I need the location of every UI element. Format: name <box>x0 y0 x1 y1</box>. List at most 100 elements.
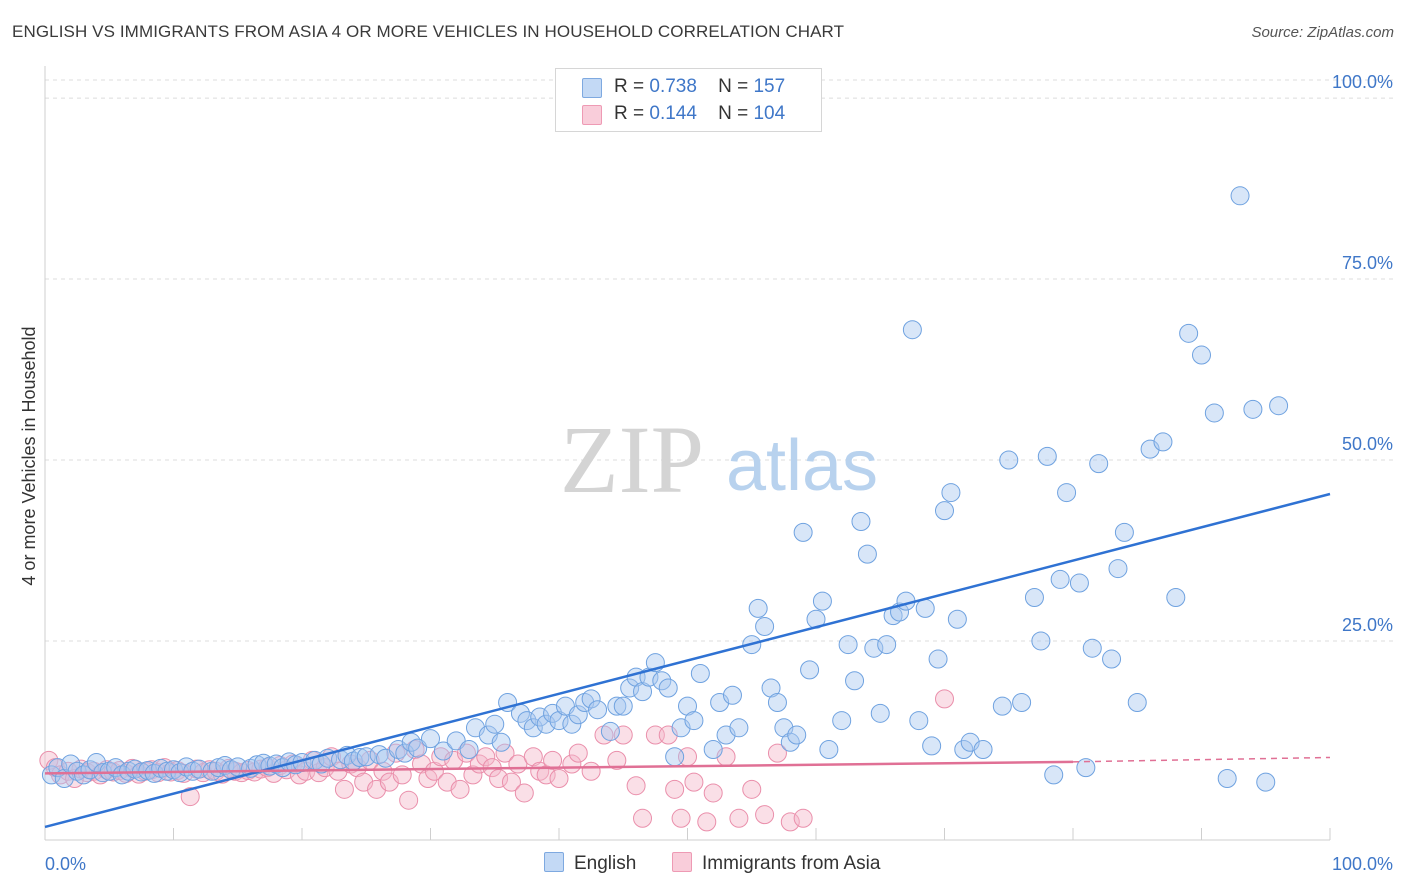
english-point <box>1153 432 1173 452</box>
english-point <box>530 707 550 727</box>
english-point <box>761 678 781 698</box>
asia-point <box>456 743 476 763</box>
english-point <box>433 741 453 761</box>
asia-point <box>793 808 813 828</box>
asia-point <box>729 808 749 828</box>
asia-point <box>568 743 588 763</box>
english-point <box>928 649 948 669</box>
asia-point <box>613 725 633 745</box>
english-point <box>588 700 608 720</box>
y-tick-label: 75.0% <box>1342 253 1393 273</box>
english-point <box>992 696 1012 716</box>
english-point <box>652 671 672 691</box>
english-point <box>999 450 1019 470</box>
asia-point <box>607 750 627 770</box>
english-point <box>1217 768 1237 788</box>
english-point <box>851 512 871 532</box>
chart-title: ENGLISH VS IMMIGRANTS FROM ASIA 4 OR MOR… <box>12 22 845 41</box>
english-point <box>678 696 697 716</box>
english-point <box>1192 345 1211 365</box>
asia-point <box>581 761 601 781</box>
asia-point <box>665 779 685 799</box>
english-point <box>1102 649 1122 669</box>
gridlines <box>45 79 1395 642</box>
source-label: Source: ZipAtlas.com <box>1251 24 1394 41</box>
legend-n-value-asia: 104 <box>753 103 786 124</box>
english-point <box>973 740 993 760</box>
english-point <box>947 609 967 629</box>
english-point <box>549 711 569 731</box>
asia-point <box>476 747 496 767</box>
asia-point <box>671 808 691 828</box>
legend-r-value-english: 0.738 <box>649 76 697 97</box>
english-point <box>909 711 929 731</box>
asia-point <box>594 725 614 745</box>
legend-n-value-english: 157 <box>753 76 786 97</box>
english-point <box>459 740 479 760</box>
english-point <box>620 678 640 698</box>
x-tick-label: 100.0% <box>1332 854 1393 874</box>
english-point <box>1230 186 1250 206</box>
english-point <box>793 522 813 542</box>
english-point <box>112 765 132 785</box>
english-point <box>832 711 852 731</box>
legend-r-label: R = <box>614 103 645 124</box>
english-point <box>845 671 865 691</box>
english-point <box>80 760 100 780</box>
english-point <box>562 714 582 734</box>
english-point <box>787 725 807 745</box>
english-point <box>99 761 119 781</box>
asia-point <box>703 783 723 803</box>
english-point <box>941 483 961 503</box>
asia-point <box>742 779 762 799</box>
english-point <box>800 660 820 680</box>
english-point <box>1108 559 1128 579</box>
english-point <box>902 320 922 340</box>
english-point <box>935 501 954 521</box>
y-tick-label: 25.0% <box>1342 615 1393 635</box>
english-point <box>41 765 61 785</box>
english-point <box>915 598 935 618</box>
english-point <box>1089 454 1109 474</box>
english-point <box>1024 588 1044 608</box>
legend-r-value-asia: 0.144 <box>649 103 697 124</box>
english-point <box>1057 483 1077 503</box>
english-point <box>1166 588 1186 608</box>
english-point <box>703 740 723 760</box>
y-tick-label: 50.0% <box>1342 434 1393 454</box>
english-point <box>690 664 710 684</box>
asia-point <box>697 812 717 832</box>
english-point <box>523 718 543 738</box>
asia-trend-extension <box>1072 756 1331 763</box>
english-point <box>1127 692 1147 712</box>
english-point <box>755 616 775 636</box>
english-point <box>780 732 800 752</box>
english-point <box>1031 631 1051 651</box>
asia-point <box>463 765 483 785</box>
english-point <box>729 718 749 738</box>
tick-labels: 25.0% 50.0% 75.0% 100.0% 0.0% 100.0% <box>45 72 1393 874</box>
asia-point <box>626 776 646 796</box>
asia-point <box>780 812 800 832</box>
watermark-zip: ZIP <box>560 406 704 513</box>
legend-n-label: N = <box>718 76 749 97</box>
asia-point <box>334 779 354 799</box>
english-point <box>369 745 389 765</box>
asia-point <box>935 689 954 709</box>
english-point <box>1044 765 1064 785</box>
bottom-swatch-asia <box>672 852 692 872</box>
english-point <box>491 732 511 752</box>
asia-trend-line <box>44 760 1074 775</box>
bottom-legend-english-label: English <box>574 853 637 874</box>
english-point <box>1114 522 1134 542</box>
english-point <box>748 598 768 618</box>
english-point <box>767 692 787 712</box>
watermark-atlas: atlas <box>726 426 878 506</box>
english-point <box>1082 638 1102 658</box>
asia-point <box>536 765 556 785</box>
legend-swatch-asia <box>582 105 602 125</box>
watermark: ZIP atlas <box>560 406 878 513</box>
asia-point <box>633 808 653 828</box>
english-point <box>600 721 620 741</box>
